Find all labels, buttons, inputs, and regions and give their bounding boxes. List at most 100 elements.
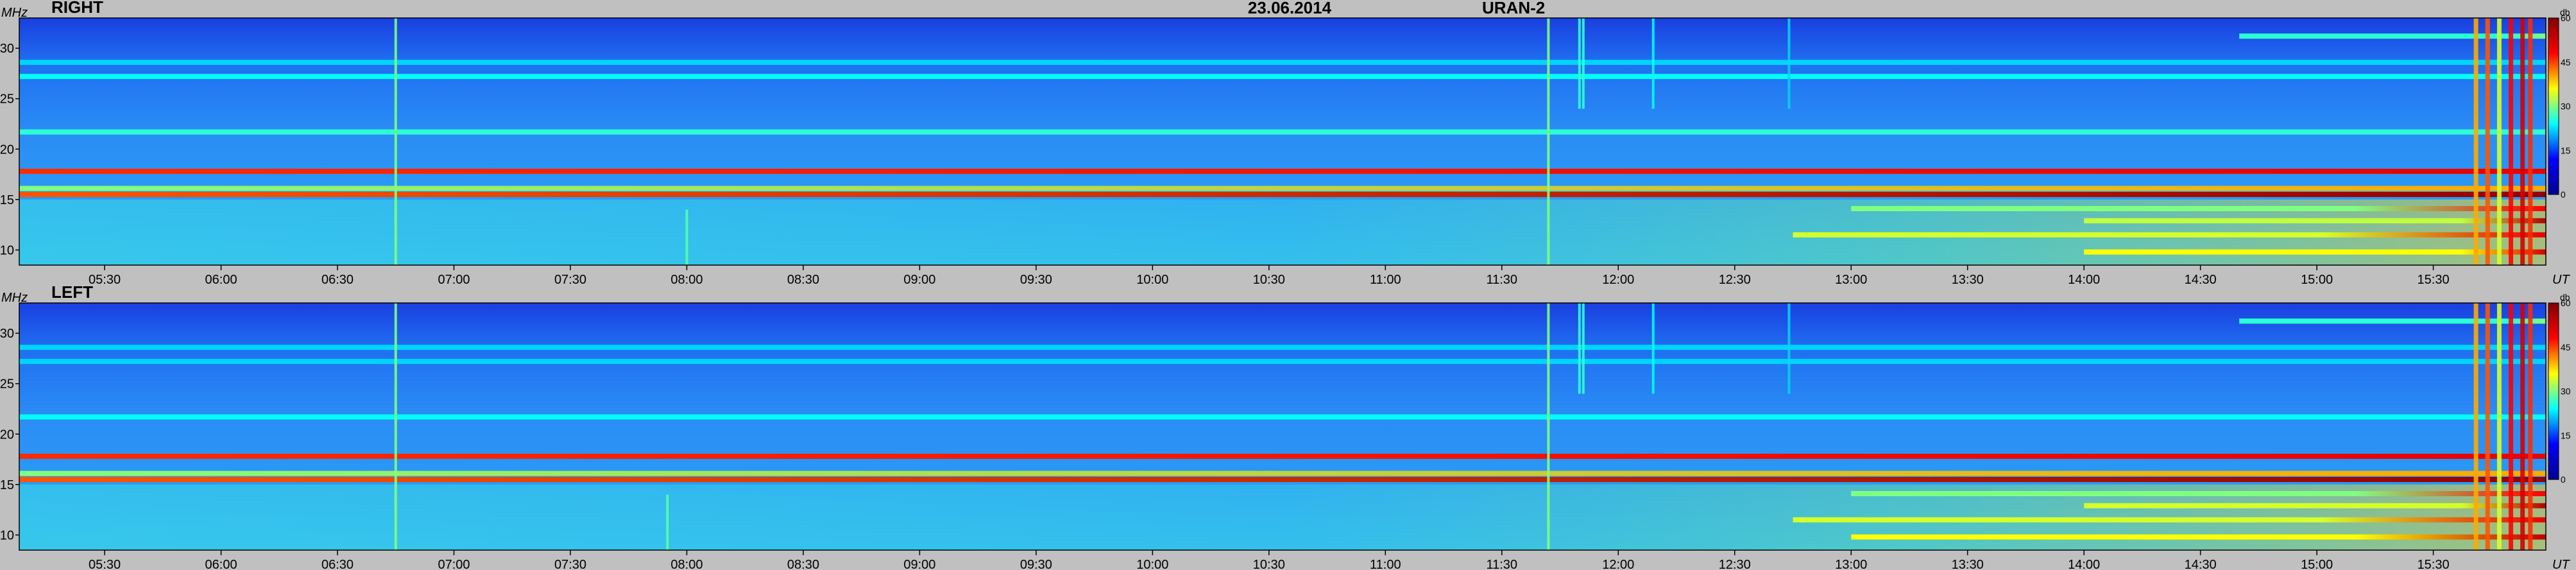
band-15_5mhz (19, 477, 2546, 482)
x-tick-label: 06:30 (321, 273, 354, 287)
burst-1209 (1651, 303, 1655, 394)
band-14_1mhz (1851, 206, 2546, 211)
panel-label: RIGHT (51, 0, 103, 17)
band-14_1mhz (1851, 491, 2546, 496)
x-tick-label: 14:00 (2068, 558, 2100, 570)
colorbar-unit: db (2560, 292, 2570, 302)
colorbar-tick-label: 45 (2561, 342, 2571, 352)
x-tick-label: 13:00 (1835, 273, 1867, 287)
x-tick-label: 12:00 (1602, 273, 1634, 287)
burst-1544 (2485, 18, 2490, 265)
band-16_1mhz (19, 186, 2546, 191)
x-tick-label: 06:00 (205, 558, 237, 570)
date-label: 23.06.2014 (1248, 0, 1332, 17)
band-27_2mhz (19, 359, 2546, 365)
burst-1151 (1582, 303, 1585, 394)
x-tick-label: 09:30 (1020, 558, 1052, 570)
x-tick-label: 09:00 (903, 273, 935, 287)
y-tick-label: 30 (0, 42, 14, 56)
band-12_9mhz (2084, 503, 2546, 508)
colorbar-tick-label: 60 (2561, 298, 2571, 308)
band-28_6mhz (19, 60, 2546, 65)
burst-0755 (666, 494, 669, 550)
x-tick-label: 14:30 (2185, 558, 2217, 570)
x-tick-label: 15:30 (2418, 273, 2450, 287)
x-tick-label: 07:30 (554, 273, 586, 287)
burst-0645 (394, 18, 397, 265)
burst-1553 (2520, 18, 2525, 265)
band-11_5mhz (1793, 232, 2546, 238)
y-tick-label: 20 (0, 428, 14, 442)
band-15_5mhz (19, 192, 2546, 197)
x-tick-label: 10:30 (1253, 273, 1285, 287)
colorbar-tick-label: 45 (2561, 57, 2571, 67)
burst-1541 (2473, 303, 2478, 550)
burst-1142 (1547, 303, 1550, 550)
x-axis-unit: UT (2552, 273, 2570, 287)
colorbar-tick-label: 30 (2561, 101, 2571, 112)
x-tick-label: 10:00 (1136, 273, 1168, 287)
colorbar (2548, 17, 2559, 195)
band-17_8mhz (19, 453, 2546, 459)
band-9_8mhz (1851, 534, 2546, 540)
burst-1150 (1578, 18, 1581, 109)
y-tick-label: 10 (0, 243, 14, 257)
band-31_2mhz (2239, 318, 2546, 324)
band-31_2mhz (2239, 33, 2546, 39)
x-axis-unit: UT (2552, 558, 2570, 570)
x-tick-label: 14:00 (2068, 273, 2100, 287)
colorbar-tick-label: 15 (2561, 430, 2571, 440)
plot-frame (19, 17, 2546, 266)
burst-1209 (1651, 18, 1655, 109)
x-tick-label: 11:30 (1486, 558, 1517, 570)
y-tick-label: 25 (0, 92, 14, 107)
y-axis-unit: MHz (1, 6, 28, 20)
burst-1142 (1547, 18, 1550, 265)
y-tick-label: 25 (0, 377, 14, 392)
x-tick-label: 14:30 (2185, 273, 2217, 287)
plot-frame (19, 302, 2546, 551)
colorbar-tick-label: 0 (2561, 474, 2566, 485)
x-tick-label: 05:30 (89, 273, 121, 287)
x-tick-label: 10:00 (1136, 558, 1168, 570)
burst-1547 (2496, 18, 2502, 265)
burst-1550 (2509, 303, 2514, 550)
burst-1150 (1578, 303, 1581, 394)
burst-1547 (2496, 303, 2502, 550)
x-tick-label: 06:00 (205, 273, 237, 287)
burst-1544 (2485, 303, 2490, 550)
colorbar-tick-label: 0 (2561, 189, 2566, 200)
x-tick-label: 10:30 (1253, 558, 1285, 570)
burst-1244 (1787, 18, 1791, 109)
y-tick-label: 15 (0, 478, 14, 492)
y-tick-label: 30 (0, 327, 14, 341)
burst-0800 (685, 209, 688, 265)
burst-1151 (1582, 18, 1585, 109)
x-tick-label: 06:30 (321, 558, 354, 570)
colorbar-tick-label: 30 (2561, 386, 2571, 397)
panel-right: RIGHT MHz 10 15 20 25 30 05:30 06:00 06:30 07:00 07… (0, 0, 2571, 287)
x-tick-label: 11:00 (1370, 558, 1401, 570)
y-tick-label: 10 (0, 528, 14, 542)
x-tick-label: 08:00 (670, 558, 703, 570)
x-tick-label: 13:30 (1952, 273, 1984, 287)
x-tick-label: 15:00 (2301, 273, 2333, 287)
y-axis-unit: MHz (1, 291, 28, 305)
x-tick-label: 15:00 (2301, 558, 2333, 570)
band-28_6mhz (19, 345, 2546, 350)
x-tick-label: 09:00 (903, 558, 935, 570)
x-tick-label: 08:30 (787, 273, 819, 287)
x-tick-label: 07:00 (438, 558, 470, 570)
x-tick-label: 11:00 (1370, 273, 1401, 287)
burst-1553 (2520, 303, 2525, 550)
x-tick-label: 11:30 (1486, 273, 1517, 287)
x-tick-label: 09:30 (1020, 273, 1052, 287)
burst-1555 (2528, 303, 2533, 550)
x-tick-label: 08:30 (787, 558, 819, 570)
x-tick-label: 07:00 (438, 273, 470, 287)
burst-1550 (2509, 18, 2514, 265)
colorbar-unit: db (2560, 7, 2570, 17)
colorbar-tick-label: 60 (2561, 13, 2571, 23)
